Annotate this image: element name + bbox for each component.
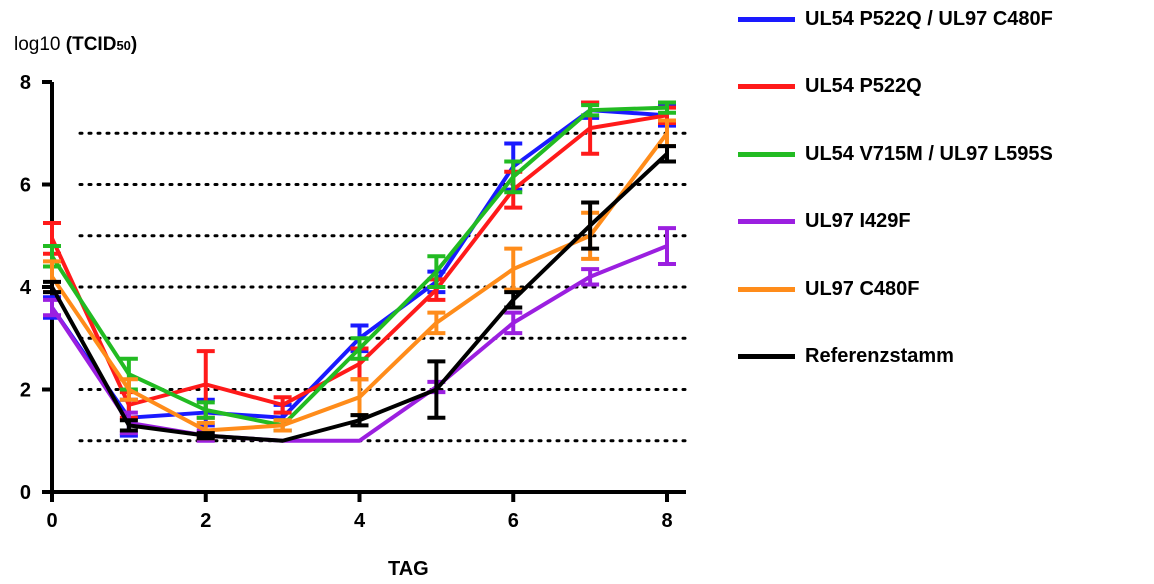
legend-swatch [738, 286, 795, 292]
error-bar [581, 267, 600, 287]
legend-label: UL54 P522Q [805, 75, 922, 97]
error-bar [658, 100, 676, 115]
legend-label: UL97 C480F [805, 277, 920, 300]
y-axis-label: log10 (TCID50) [14, 34, 138, 55]
error-bar [119, 377, 138, 402]
x-tick-label: 8 [661, 510, 672, 532]
error-bar [658, 226, 676, 266]
y-tick-label: 8 [20, 72, 31, 94]
error-bar [658, 144, 676, 164]
legend-swatch [738, 16, 795, 22]
error-bar [427, 254, 446, 289]
error-bar [350, 377, 369, 418]
legend-item: UL97 C480F [738, 276, 1148, 302]
error-bar [350, 336, 369, 361]
y-axis-label-prefix: log10 [14, 34, 61, 55]
x-tick-label: 4 [354, 510, 366, 532]
error-bar [581, 200, 600, 251]
error-bar [43, 279, 61, 295]
y-tick-label: 4 [20, 277, 32, 299]
legend-label: Referenzstamm [805, 345, 954, 367]
y-tick-label: 6 [20, 175, 31, 197]
error-bar [273, 395, 292, 415]
series-2 [43, 100, 676, 420]
error-bar [504, 290, 523, 310]
error-bar [119, 418, 138, 433]
x-tick-label: 2 [200, 510, 211, 532]
y-axis-label-sub: 50 [116, 38, 131, 53]
y-tick-label: 2 [20, 380, 31, 402]
legend-item: UL54 P522Q [738, 74, 1148, 100]
error-bar [581, 103, 600, 118]
legend-item: UL54 V715M / UL97 L595S [738, 141, 1148, 167]
legend-swatch [738, 354, 795, 359]
y-axis-label-main: TCID [72, 34, 117, 55]
series-group [43, 100, 676, 443]
legend-swatch [738, 151, 795, 157]
y-tick-label: 0 [20, 482, 31, 504]
error-bar [196, 400, 215, 420]
legend-swatch [738, 84, 795, 89]
error-bar [504, 310, 523, 336]
axes: 0 2 4 6 8 0 2 4 6 8 [20, 72, 686, 532]
legend-swatch [738, 219, 795, 224]
error-bar [427, 310, 446, 336]
error-bar [504, 246, 523, 292]
x-axis-label: TAG [388, 558, 429, 580]
x-tick-label: 0 [46, 510, 57, 532]
series-5 [43, 118, 676, 441]
legend: UL54 P522Q / UL97 C480F UL54 P522Q UL54 V7… [738, 6, 1148, 411]
series-6 [43, 144, 676, 443]
legend-item: Referenzstamm [738, 344, 1148, 370]
legend-item: UL54 P522Q / UL97 C480F [738, 6, 1148, 32]
error-bar [196, 431, 215, 441]
legend-label: UL54 V715M / UL97 L595S [805, 142, 1053, 165]
legend-item: UL97 I429F [738, 209, 1148, 235]
x-tick-label: 6 [508, 510, 519, 532]
error-bar [273, 418, 292, 433]
legend-label: UL97 I429F [805, 210, 911, 232]
error-bar [427, 359, 446, 420]
legend-label: UL54 P522Q / UL97 C480F [805, 7, 1053, 30]
error-bar [504, 159, 523, 195]
error-bar [350, 413, 369, 428]
